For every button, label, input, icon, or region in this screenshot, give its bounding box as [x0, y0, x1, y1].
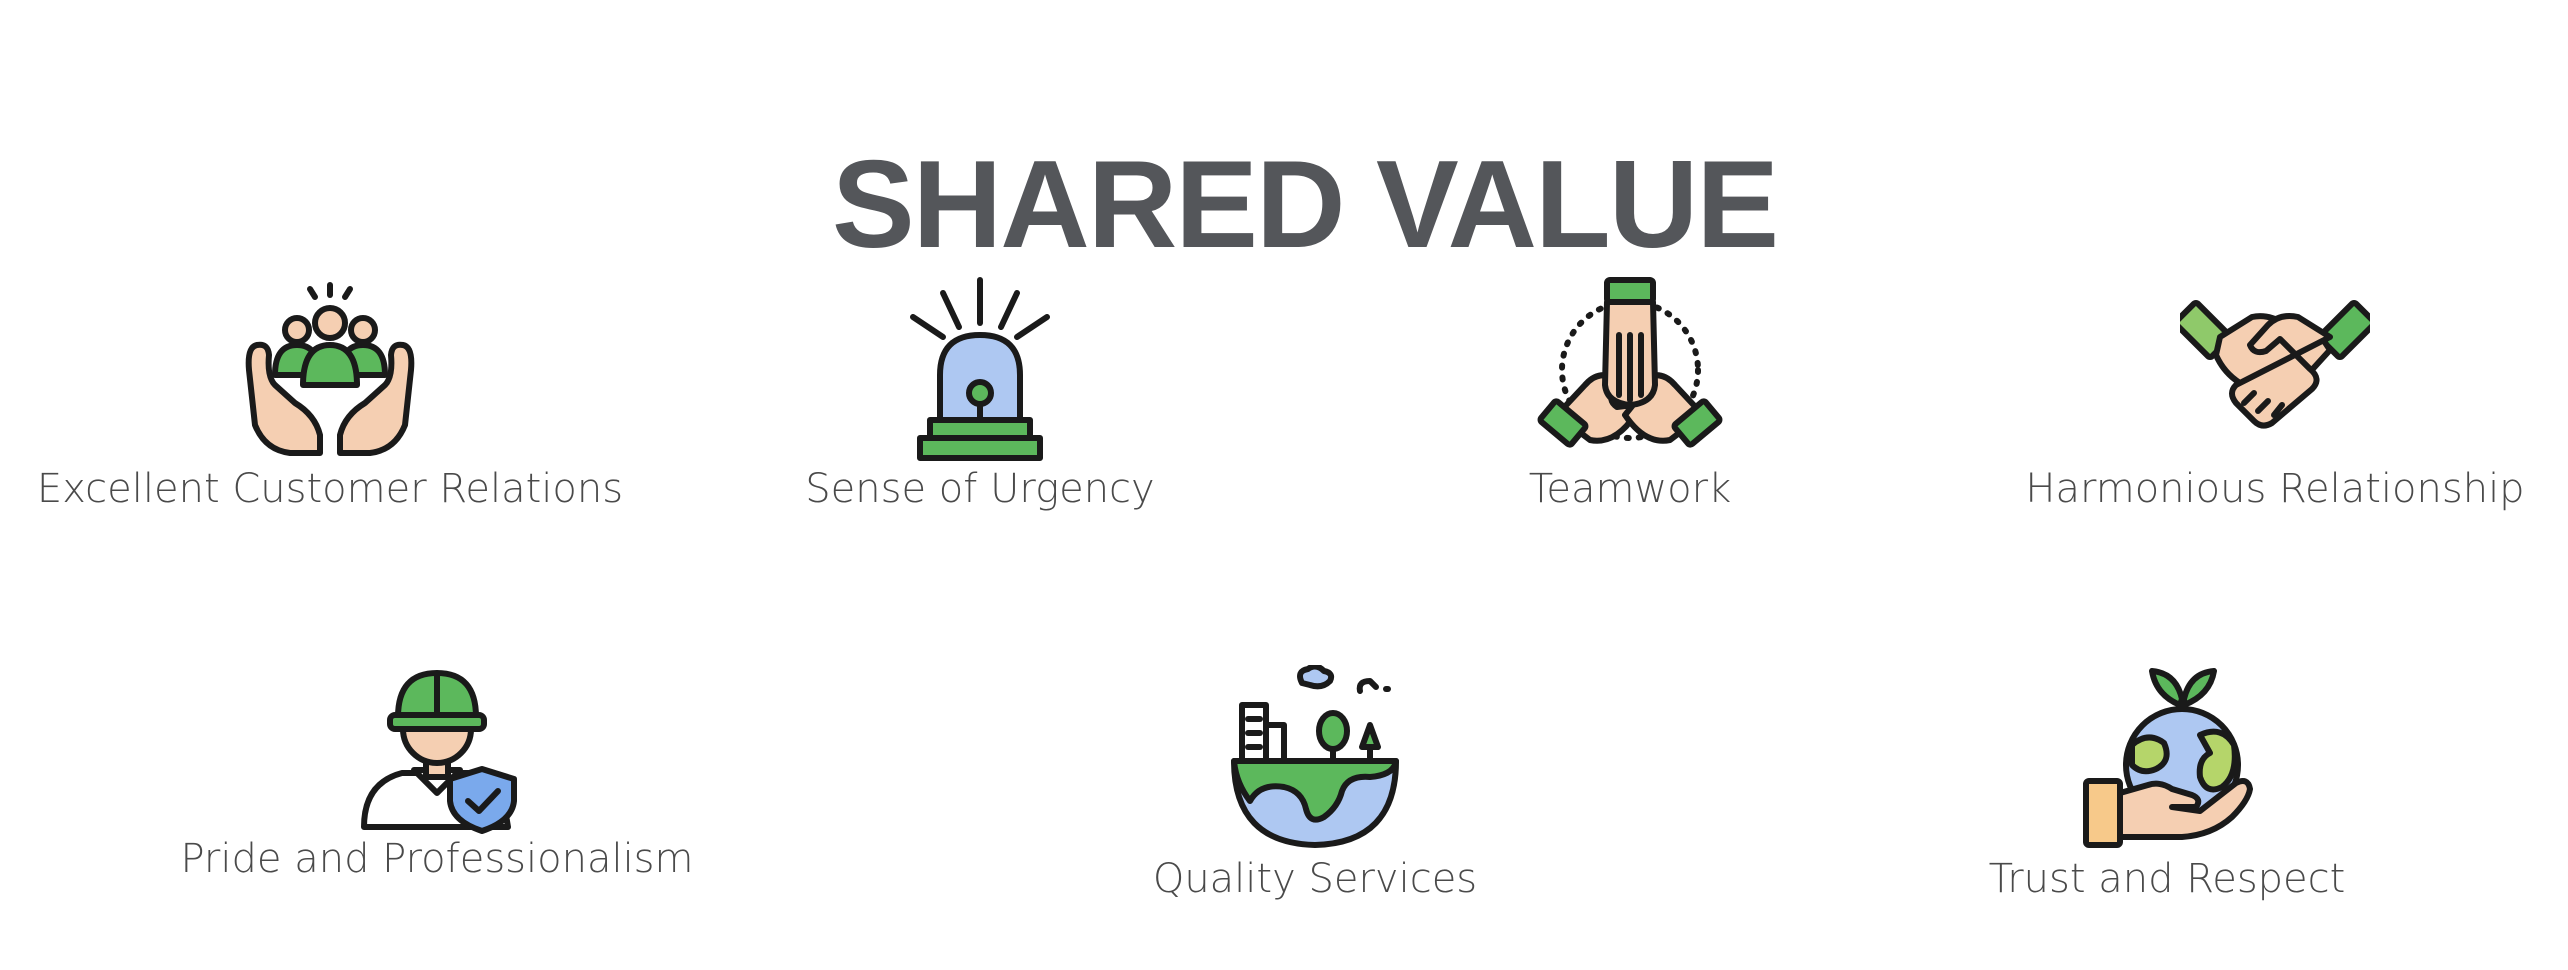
earth-with-city-icon	[1231, 665, 1399, 848]
handshake-icon	[2180, 299, 2370, 429]
value-label: Harmonious Relationship	[2025, 466, 2525, 512]
value-item-teamwork: Teamwork	[1330, 275, 1930, 513]
value-item-harmonious-relationship: Harmonious Relationship	[1975, 275, 2568, 513]
value-label: Sense of Urgency	[805, 466, 1155, 512]
value-item-quality-services: Quality Services	[1015, 665, 1615, 903]
siren-alarm-icon	[910, 277, 1050, 461]
hands-holding-people-icon	[245, 282, 415, 456]
page-title: SHARED VALUE	[831, 136, 1779, 275]
value-item-pride-and-professionalism: Pride and Professionalism	[137, 665, 737, 883]
hand-holding-globe-icon	[2083, 668, 2253, 848]
value-item-excellent-customer-relations: Excellent Customer Relations	[30, 275, 630, 513]
value-label: Excellent Customer Relations	[36, 466, 624, 512]
value-label: Pride and Professionalism	[180, 836, 694, 882]
stacked-hands-icon	[1537, 277, 1723, 448]
value-label: Trust and Respect	[1988, 856, 2346, 902]
worker-with-shield-icon	[361, 670, 517, 834]
value-item-trust-and-respect: Trust and Respect	[1867, 665, 2467, 903]
value-item-sense-of-urgency: Sense of Urgency	[680, 275, 1280, 513]
value-label: Teamwork	[1528, 466, 1732, 512]
value-label: Quality Services	[1152, 856, 1478, 902]
